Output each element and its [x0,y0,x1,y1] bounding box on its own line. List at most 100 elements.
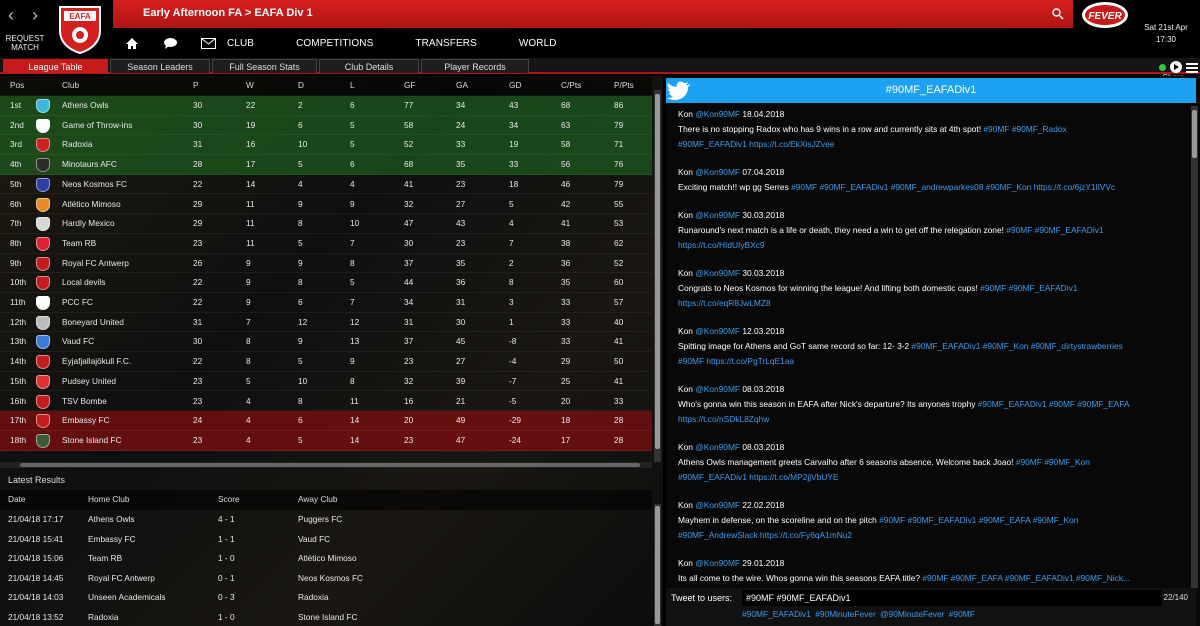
tab-season-leaders[interactable]: Season Leaders [110,59,210,73]
tweet-handle[interactable]: @Kon90MF [695,109,741,119]
tweet-hashtags[interactable]: #90MF #90MF_EAFADiv1 #90MF_andrewparkes0… [791,182,1116,192]
tweet-hashtags[interactable]: #90MF #90MF_EAFADiv1 #90MF_EAFA #90MF_Ko… [879,515,1079,525]
col-gf[interactable]: GF [404,80,416,90]
home-club[interactable]: Royal FC Antwerp [88,572,155,583]
table-row[interactable]: 3rd Radoxia 31 16 10 5 52 33 19 58 71 [0,135,652,156]
suggested-hashtags[interactable]: #90MF_EAFADiv1 #90MinuteFever @90MinuteF… [742,609,975,619]
home-club[interactable]: Team RB [88,553,123,564]
table-row[interactable]: 16th TSV Bombe 23 4 8 11 16 21 -5 20 33 [0,392,652,412]
away-club[interactable]: Vaud FC [298,533,331,544]
tweet-handle[interactable]: @Kon90MF [695,558,741,568]
menu-icon[interactable] [1186,62,1198,73]
col-cpts[interactable]: C/Pts [561,80,582,90]
col-score[interactable]: Score [218,494,240,504]
tab-league-table[interactable]: League Table [3,59,108,73]
tweet-handle[interactable]: @Kon90MF [695,268,741,278]
tweet-handle[interactable]: @Kon90MF [695,167,741,177]
club-name-cell[interactable]: Pudsey United [62,375,116,386]
club-name-cell[interactable]: Boneyard United [62,316,124,327]
results-scroll-thumb[interactable] [655,506,660,624]
breadcrumb[interactable]: Early Afternoon FA > EAFA Div 1 [143,7,313,19]
tweet-item[interactable]: Kon @Kon90MF 07.04.2018 Exciting match!! … [678,165,1178,195]
tweet-handle[interactable]: @Kon90MF [695,442,741,452]
tab-player-records[interactable]: Player Records [421,59,529,73]
club-name-cell[interactable]: Royal FC Antwerp [62,257,129,268]
tweet-links[interactable]: https://t.co/nSDkL8Zqhw [678,414,770,424]
table-row[interactable]: 6th Atlético Mimoso 29 11 9 9 32 27 5 42 55 [0,195,652,215]
col-w[interactable]: W [246,80,254,90]
back-arrow-icon[interactable]: ‹ [8,5,14,25]
tweet-links[interactable]: #90MF_EAFADiv1 https://t.co/EkXisJZvee [678,139,835,149]
col-away-club[interactable]: Away Club [298,494,338,504]
table-row[interactable]: 10th Local devils 22 9 8 5 44 36 8 35 60 [0,273,652,293]
home-club[interactable]: Embassy FC [88,533,136,544]
league-hscrollbar[interactable] [0,462,652,468]
table-row[interactable]: 13th Vaud FC 30 8 9 13 37 45 -8 33 41 [0,332,652,353]
table-row[interactable]: 9th Royal FC Antwerp 26 9 9 8 37 35 2 36 52 [0,254,652,274]
table-row[interactable]: 8th Team RB 23 11 5 7 30 23 7 38 62 [0,234,652,254]
club-name-cell[interactable]: PCC FC [62,297,93,307]
tweet-item[interactable]: Kon @Kon90MF 08.03.2018 Athens Owls manag… [678,440,1178,485]
away-club[interactable]: Radoxia [298,592,329,603]
result-row[interactable]: 21/04/18 17:17 Athens Owls 4 - 1 Puggers FC [0,510,652,530]
club-name-cell[interactable]: Vaud FC [62,336,95,347]
table-row[interactable]: 11th PCC FC 22 9 6 7 34 31 3 33 57 [0,293,652,313]
table-row[interactable]: 2nd Game of Throw-ins 30 19 6 5 58 24 34 63 79 [0,115,652,136]
col-l[interactable]: L [350,80,355,90]
tweet-item[interactable]: Kon @Kon90MF 12.03.2018 Spitting image fo… [678,324,1178,369]
nav-transfers[interactable]: TRANSFERS [415,37,477,49]
league-scroll-thumb[interactable] [655,94,660,449]
club-name-cell[interactable]: Game of Throw-ins [62,119,133,130]
mail-icon[interactable] [189,37,227,49]
nav-club[interactable]: CLUB [227,37,255,49]
tweet-hashtags[interactable]: #90MF_EAFADiv1 #90MF_Kon #90MF_dirtystra… [911,341,1123,351]
forward-arrow-icon[interactable]: › [32,5,38,25]
table-row[interactable]: 14th Eyjafjallajökull F.C. 22 8 5 9 23 27 -4 29 50 [0,352,652,372]
col-ga[interactable]: GA [456,80,468,90]
feed-scroll-thumb[interactable] [1192,110,1197,158]
result-row[interactable]: 21/04/18 14:03 Unseen Academicals 0 - 3 Rad… [0,588,652,608]
table-row[interactable]: 17th Embassy FC 24 4 6 14 20 49 -29 18 28 [0,411,652,431]
home-club[interactable]: Unseen Academicals [88,592,166,603]
tweet-item[interactable]: Kon @Kon90MF 18.04.2018 There is no stopp… [678,107,1178,152]
tweet-item[interactable]: Kon @Kon90MF 08.03.2018 Who's gonna win t… [678,382,1178,427]
club-name-cell[interactable]: TSV Bombe [62,395,107,406]
home-icon[interactable] [113,37,151,50]
tweet-hashtags[interactable]: #90MF #90MF_EAFADiv1 [1006,225,1104,235]
table-row[interactable]: 1st Athens Owls 30 22 2 6 77 34 43 68 86 [0,96,652,116]
tweet-item[interactable]: Kon @Kon90MF 22.02.2018 Mayhem in defense… [678,498,1178,543]
club-name-cell[interactable]: Stone Island FC [62,434,122,445]
tweet-item[interactable]: Kon @Kon90MF 30.03.2018 Congrats to Neos … [678,266,1178,311]
tweet-hashtags[interactable]: #90MF #90MF_Kon [1015,457,1090,467]
tweet-links[interactable]: #90MF_AndrewSlack https://t.co/Fy6qA1mNu… [678,530,853,540]
col-home-club[interactable]: Home Club [88,494,130,504]
search-icon[interactable] [1051,7,1065,21]
tab-club-details[interactable]: Club Details [319,59,419,73]
table-row[interactable]: 7th Hardly Mexico 29 11 8 10 47 43 4 41 53 [0,214,652,234]
tweet-links[interactable]: https://t.co/HIdUIyBXc9 [678,240,765,250]
tweet-links[interactable]: https://t.co/eqR8JwLMZ8 [678,298,771,308]
home-club[interactable]: Athens Owls [88,514,135,524]
away-club[interactable]: Puggers FC [298,514,343,524]
away-club[interactable]: Stone Island FC [298,612,358,622]
club-name-cell[interactable]: Local devils [62,277,106,288]
share-icon[interactable] [1169,60,1183,74]
club-name-cell[interactable]: Radoxia [62,139,93,150]
league-scrollbar[interactable] [654,90,661,462]
col-ppts[interactable]: P/Pts [614,80,634,90]
tweet-hashtags[interactable]: #90MF_EAFADiv1 #90MF #90MF_EAFA [977,399,1130,409]
home-club[interactable]: Radoxia [88,612,119,622]
table-row[interactable]: 15th Pudsey United 23 5 10 8 32 39 -7 25 41 [0,372,652,392]
club-name-cell[interactable]: Embassy FC [62,415,110,426]
tweet-links[interactable]: #90MF https://t.co/PgTrLqE1aa [678,356,795,366]
tweet-hashtags[interactable]: #90MF #90MF_EAFA #90MF_EAFADiv1 #90MF_Ni… [922,573,1130,583]
result-row[interactable]: 21/04/18 13:52 Radoxia 1 - 0 Stone Island F… [0,608,652,626]
tweet-item[interactable]: Kon @Kon90MF 30.03.2018 Runaround's next … [678,208,1178,253]
col-pos[interactable]: Pos [10,80,25,90]
tweet-handle[interactable]: @Kon90MF [695,326,741,336]
col-d[interactable]: D [298,80,304,90]
result-row[interactable]: 21/04/18 15:41 Embassy FC 1 - 1 Vaud FC [0,530,652,550]
tweet-item[interactable]: Kon @Kon90MF 29.01.2018 Its all come to t… [678,556,1178,586]
away-club[interactable]: Atlético Mimoso [298,553,357,564]
tweet-hashtags[interactable]: #90MF #90MF_Radox [983,124,1067,134]
